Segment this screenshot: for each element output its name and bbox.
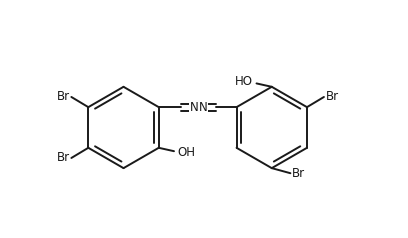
Text: OH: OH (177, 146, 195, 159)
Text: Br: Br (57, 151, 70, 164)
Text: N: N (190, 101, 199, 114)
Text: Br: Br (57, 90, 70, 104)
Text: HO: HO (235, 75, 253, 88)
Text: N: N (199, 101, 208, 114)
Text: Br: Br (292, 167, 305, 180)
Text: Br: Br (326, 90, 339, 104)
